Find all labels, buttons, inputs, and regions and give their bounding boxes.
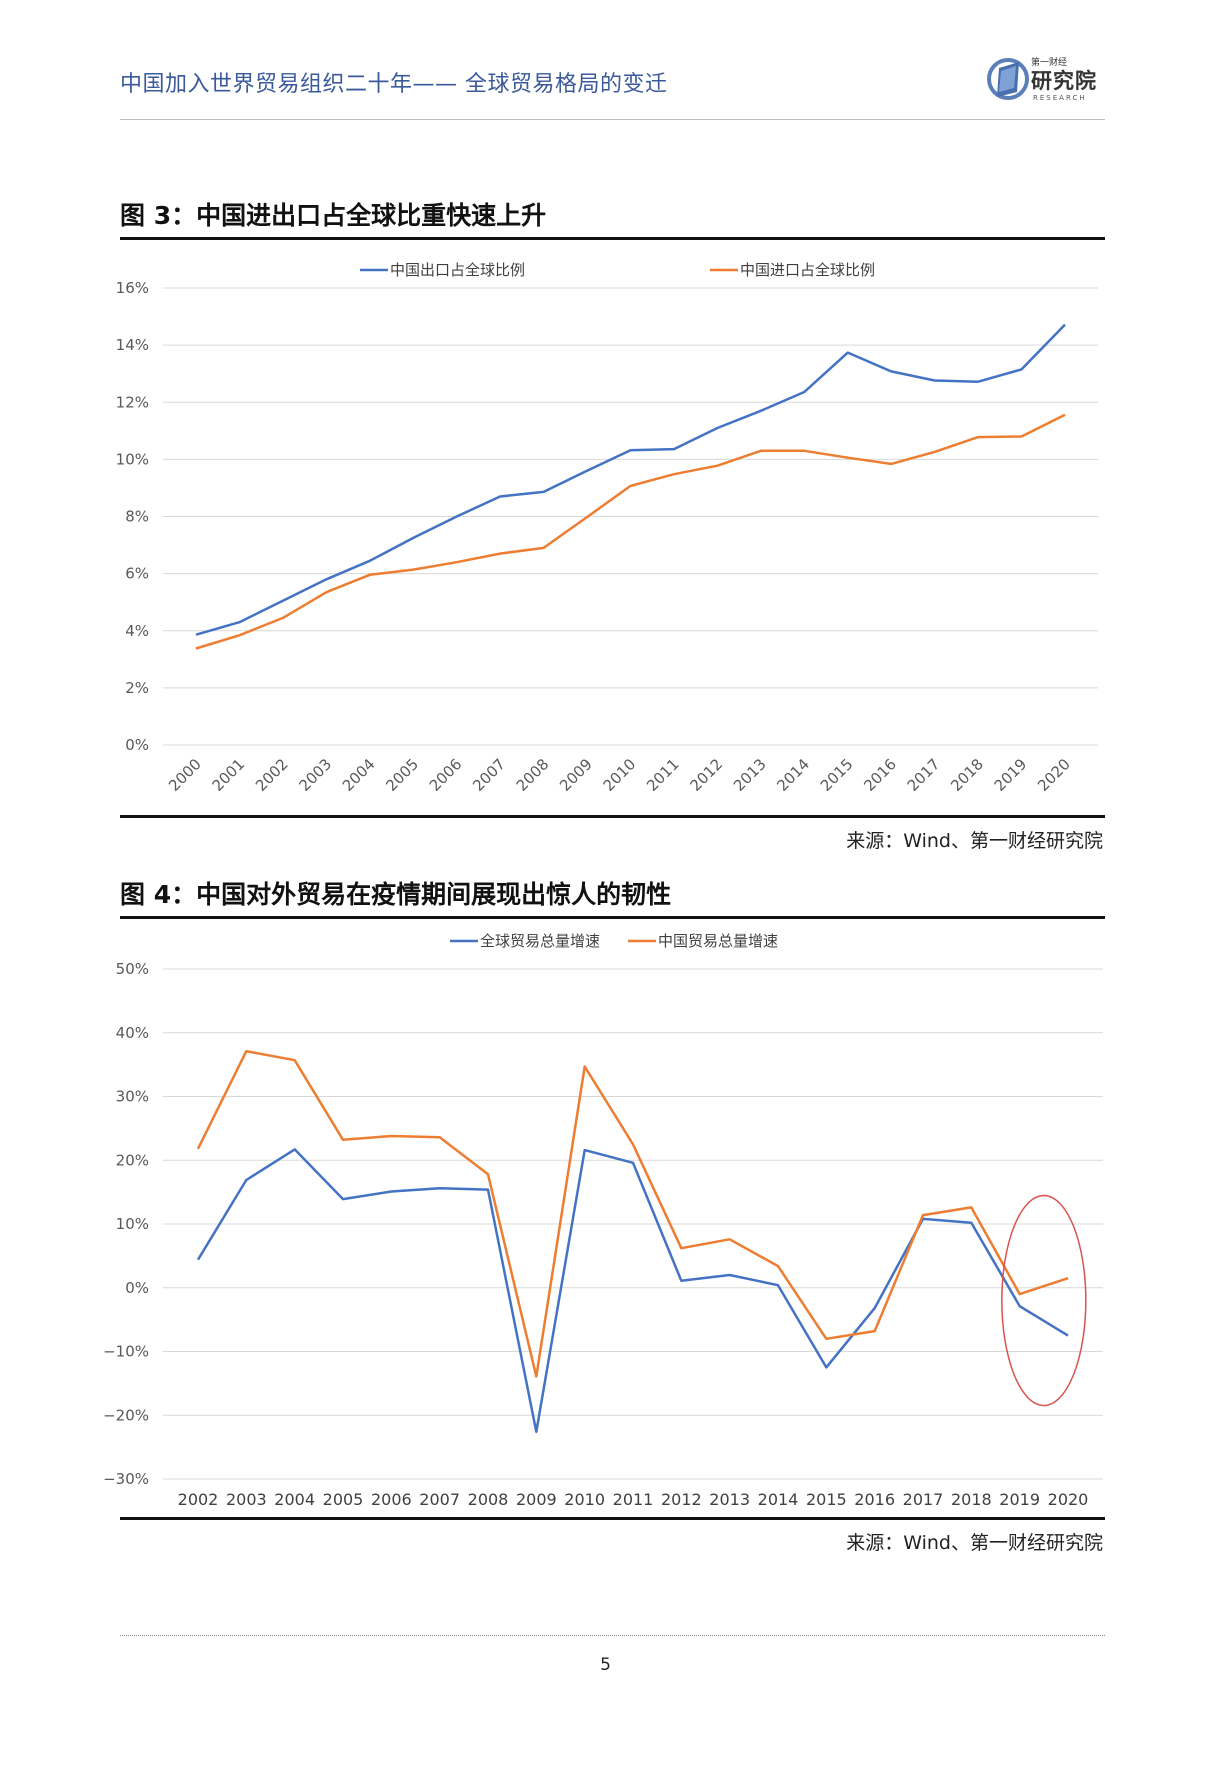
chart4-y-tick-label: 10% [116, 1215, 149, 1233]
chart3-y-tick-label: 10% [116, 450, 149, 468]
chart3-y-tick-label: 12% [116, 393, 149, 411]
footer-divider [120, 1635, 1105, 1636]
chart3-y-tick-label: 6% [125, 565, 149, 583]
chart4-y-tick-label: 0% [125, 1279, 149, 1297]
chart4-x-tick-label: 2014 [758, 1490, 799, 1509]
chart4-y-tick-label: 50% [116, 960, 149, 978]
chart3-legend-label: 中国出口占全球比例 [390, 261, 525, 279]
chart3-x-tick-label: 2003 [295, 755, 335, 795]
chart3-x-tick-label: 2005 [382, 755, 422, 795]
figure-3-title: 图 3：中国进出口占全球比重快速上升 [120, 201, 547, 230]
chart3-x-tick-label: 2008 [513, 755, 553, 795]
chart4-x-tick-label: 2005 [323, 1490, 364, 1509]
chart4-x-tick-label: 2017 [903, 1490, 944, 1509]
figure-4-bottom-rule [120, 1517, 1105, 1520]
chart3-x-tick-label: 2017 [904, 755, 944, 795]
chart3-x-tick-label: 2012 [686, 755, 726, 795]
chart3-x-tick-label: 2010 [600, 755, 640, 795]
chart4-x-tick-label: 2015 [806, 1490, 847, 1509]
chart4-legend-label: 全球贸易总量增速 [480, 932, 600, 950]
chart4-x-tick-label: 2018 [951, 1490, 992, 1509]
figure-3-top-rule [120, 237, 1105, 240]
chart3-x-tick-label: 2014 [773, 755, 813, 795]
chart4-x-tick-label: 2010 [564, 1490, 605, 1509]
brand-logo: 第一财经 研究院 RESEARCH [987, 52, 1107, 108]
chart3-x-tick-label: 2009 [556, 755, 596, 795]
chart3-legend-label: 中国进口占全球比例 [740, 261, 875, 279]
chart4-x-tick-label: 2007 [419, 1490, 460, 1509]
chart3-x-tick-label: 2019 [991, 755, 1031, 795]
header-divider [120, 119, 1105, 120]
chart4-y-tick-label: 20% [116, 1151, 149, 1169]
chart4-x-tick-label: 2016 [854, 1490, 895, 1509]
chart3-x-tick-label: 2004 [339, 755, 379, 795]
chart3-x-tick-label: 2001 [209, 755, 249, 795]
chart4-legend-label: 中国贸易总量增速 [658, 932, 778, 950]
chart3-series-line-blue [195, 323, 1066, 636]
chart4-x-tick-label: 2019 [999, 1490, 1040, 1509]
figure-4-top-rule [120, 916, 1105, 919]
chart4-y-tick-label: −20% [103, 1406, 149, 1424]
chart3-x-tick-label: 2002 [252, 755, 292, 795]
chart3-y-tick-label: 16% [116, 279, 149, 297]
logo-sub-text: RESEARCH [1033, 94, 1087, 102]
chart4-series-line-orange [196, 1049, 1069, 1378]
chart3-x-tick-label: 2013 [730, 755, 770, 795]
chart4-y-tick-label: −10% [103, 1343, 149, 1361]
chart4-series-line-blue [196, 1148, 1069, 1434]
page-header-title: 中国加入世界贸易组织二十年—— 全球贸易格局的变迁 [120, 72, 668, 97]
logo-book-icon [987, 58, 1029, 100]
logo-main-text: 研究院 [1031, 69, 1097, 93]
chart3-x-tick-label: 2007 [469, 755, 509, 795]
figure-3-chart: 0%2%4%6%8%10%12%14%16%2000 2001 2002 2003 20… [116, 261, 1098, 795]
chart3-y-tick-label: 14% [116, 336, 149, 354]
figure-3-source: 来源：Wind、第一财经研究院 [846, 830, 1103, 852]
chart4-x-tick-label: 2012 [661, 1490, 702, 1509]
chart3-y-tick-label: 0% [125, 736, 149, 754]
chart4-y-tick-label: 40% [116, 1024, 149, 1042]
chart3-y-tick-label: 8% [125, 508, 149, 526]
figure-4-title: 图 4：中国对外贸易在疫情期间展现出惊人的韧性 [120, 880, 672, 909]
chart3-x-tick-label: 2016 [860, 755, 900, 795]
figure-4-source: 来源：Wind、第一财经研究院 [846, 1532, 1103, 1554]
chart4-x-tick-label: 2013 [709, 1490, 750, 1509]
chart3-y-tick-label: 4% [125, 622, 149, 640]
chart3-x-tick-label: 2015 [817, 755, 857, 795]
page-number: 5 [600, 1655, 611, 1675]
chart3-x-tick-label: 2020 [1034, 755, 1074, 795]
chart3-x-tick-label: 2006 [426, 755, 466, 795]
chart4-x-tick-label: 2008 [468, 1490, 509, 1509]
logo-small-text: 第一财经 [1031, 58, 1068, 68]
chart4-x-tick-label: 2002 [178, 1490, 219, 1509]
chart3-x-tick-label: 2000 [165, 755, 205, 795]
chart4-x-tick-label: 2020 [1048, 1490, 1089, 1509]
chart3-x-tick-label: 2018 [947, 755, 987, 795]
chart4-x-tick-label: 2004 [274, 1490, 315, 1509]
chart4-highlight-ellipse [1001, 1194, 1087, 1407]
figure-4-chart: −30% −20% −10% 0% 10% 20% 30% 40% 50% 2002 2003 200… [103, 932, 1103, 1509]
chart4-y-tick-label: 30% [116, 1088, 149, 1106]
chart3-y-tick-label: 2% [125, 679, 149, 697]
chart4-x-tick-label: 2003 [226, 1490, 267, 1509]
chart3-x-tick-label: 2011 [643, 755, 683, 795]
chart4-x-tick-label: 2006 [371, 1490, 412, 1509]
figure-3-bottom-rule [120, 815, 1105, 818]
chart4-y-tick-label: −30% [103, 1470, 149, 1488]
chart4-x-tick-label: 2011 [613, 1490, 654, 1509]
chart4-x-tick-label: 2009 [516, 1490, 557, 1509]
